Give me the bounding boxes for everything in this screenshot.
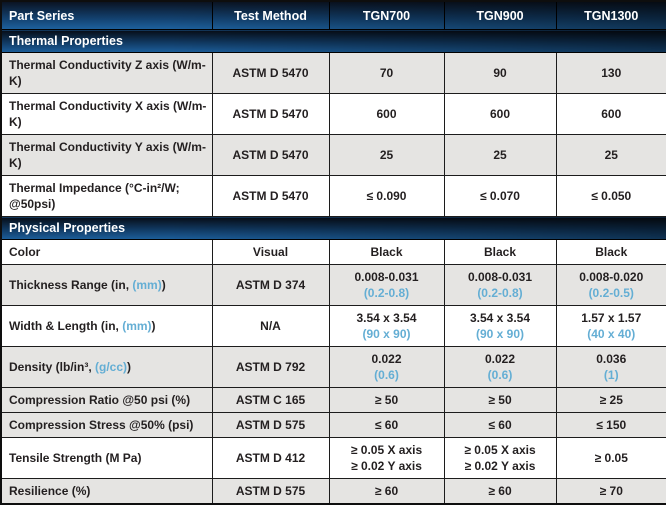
value-cell: ≤ 150 (555, 412, 666, 438)
table-row: Compression Ratio @50 psi (%) ASTM C 165 ≥… (0, 387, 666, 413)
value-cell: 0.008-0.020 (0.2-0.5) (555, 264, 666, 306)
value-cell: Black (328, 239, 445, 265)
table-row: Color Visual Black Black Black (0, 239, 666, 265)
spec-table-body: Thermal Properties Thermal Conductivity Z… (0, 29, 666, 505)
table-row: Thermal Conductivity X axis (W/m-K) ASTM … (0, 93, 666, 135)
value-cell: 0.022 (0.6) (328, 346, 445, 388)
row-label: Density (lb/in³, (g/cc)) (0, 346, 213, 388)
value-cell: ≤ 0.050 (555, 175, 666, 217)
test-method-cell: N/A (211, 305, 330, 347)
row-label: Thermal Conductivity X axis (W/m-K) (0, 93, 213, 135)
test-method-cell: ASTM D 575 (211, 412, 330, 438)
value-cell: 600 (443, 93, 557, 135)
value-cell: Black (555, 239, 666, 265)
value-cell: 3.54 x 3.54 (90 x 90) (328, 305, 445, 347)
value-cell: ≥ 70 (555, 478, 666, 505)
value-cell: ≥ 0.05 (555, 437, 666, 479)
row-label: Color (0, 239, 213, 265)
header-part-series: Part Series (0, 0, 213, 30)
value-cell: 0.008-0.031 (0.2-0.8) (443, 264, 557, 306)
value-cell: ≤ 0.090 (328, 175, 445, 217)
value-cell: 600 (328, 93, 445, 135)
test-method-cell: ASTM D 374 (211, 264, 330, 306)
value-cell: ≥ 0.05 X axis ≥ 0.02 Y axis (328, 437, 445, 479)
table-row: Resilience (%) ASTM D 575 ≥ 60 ≥ 60 ≥ 70 (0, 478, 666, 505)
test-method-cell: ASTM D 5470 (211, 93, 330, 135)
row-label: Tensile Strength (M Pa) (0, 437, 213, 479)
header-col-tgn1300: TGN1300 (555, 0, 666, 30)
value-cell: 90 (443, 52, 557, 94)
table-row: Width & Length (in, (mm)) N/A 3.54 x 3.54(… (0, 305, 666, 347)
value-cell: ≥ 25 (555, 387, 666, 413)
row-label: Width & Length (in, (mm)) (0, 305, 213, 347)
value-cell: 1.57 x 1.57 (40 x 40) (555, 305, 666, 347)
header-col-tgn900: TGN900 (443, 0, 557, 30)
value-cell: 0.008-0.031 (0.2-0.8) (328, 264, 445, 306)
row-label: Compression Stress @50% (psi) (0, 412, 213, 438)
section-title: Thermal Properties (0, 29, 666, 53)
value-cell: ≥ 50 (443, 387, 557, 413)
section-header-row: Thermal Properties (0, 29, 666, 53)
table-row: Density (lb/in³, (g/cc)) ASTM D 792 0.022(… (0, 346, 666, 388)
test-method-cell: ASTM D 5470 (211, 52, 330, 94)
row-label: Thickness Range (in, (mm)) (0, 264, 213, 306)
value-cell: ≥ 60 (443, 478, 557, 505)
table-row: Thermal Conductivity Y axis (W/m-K) ASTM … (0, 134, 666, 176)
row-label: Thermal Conductivity Y axis (W/m-K) (0, 134, 213, 176)
test-method-cell: ASTM D 412 (211, 437, 330, 479)
table-header-row: Part Series Test Method TGN700 TGN900 TG… (0, 0, 666, 30)
value-cell: 0.036 (1) (555, 346, 666, 388)
test-method-cell: ASTM D 5470 (211, 175, 330, 217)
test-method-cell: ASTM C 165 (211, 387, 330, 413)
value-cell: ≤ 0.070 (443, 175, 557, 217)
value-cell: 25 (555, 134, 666, 176)
value-cell: 0.022 (0.6) (443, 346, 557, 388)
test-method-cell: ASTM D 792 (211, 346, 330, 388)
value-cell: 70 (328, 52, 445, 94)
value-cell: ≥ 0.05 X axis ≥ 0.02 Y axis (443, 437, 557, 479)
value-cell: 25 (443, 134, 557, 176)
table-row: Compression Stress @50% (psi) ASTM D 575 ≤… (0, 412, 666, 438)
value-cell: ≥ 60 (328, 478, 445, 505)
table-row: Thermal Impedance (°C-in²/W; @50psi) ASTM… (0, 175, 666, 217)
test-method-cell: ASTM D 575 (211, 478, 330, 505)
header-col-tgn700: TGN700 (328, 0, 445, 30)
value-cell: ≤ 60 (443, 412, 557, 438)
section-header-row: Physical Properties (0, 216, 666, 240)
row-label: Thermal Conductivity Z axis (W/m-K) (0, 52, 213, 94)
value-cell: ≤ 60 (328, 412, 445, 438)
row-label: Compression Ratio @50 psi (%) (0, 387, 213, 413)
value-cell: Black (443, 239, 557, 265)
table-row: Thickness Range (in, (mm)) ASTM D 374 0.00… (0, 264, 666, 306)
header-test-method: Test Method (211, 0, 330, 30)
test-method-cell: Visual (211, 239, 330, 265)
value-cell: ≥ 50 (328, 387, 445, 413)
row-label: Thermal Impedance (°C-in²/W; @50psi) (0, 175, 213, 217)
value-cell: 600 (555, 93, 666, 135)
section-title: Physical Properties (0, 216, 666, 240)
value-cell: 3.54 x 3.54 (90 x 90) (443, 305, 557, 347)
test-method-cell: ASTM D 5470 (211, 134, 330, 176)
table-row: Thermal Conductivity Z axis (W/m-K) ASTM … (0, 52, 666, 94)
table-row: Tensile Strength (M Pa) ASTM D 412 ≥ 0.05 … (0, 437, 666, 479)
spec-table: Part Series Test Method TGN700 TGN900 TG… (0, 0, 666, 505)
value-cell: 25 (328, 134, 445, 176)
value-cell: 130 (555, 52, 666, 94)
row-label: Resilience (%) (0, 478, 213, 505)
